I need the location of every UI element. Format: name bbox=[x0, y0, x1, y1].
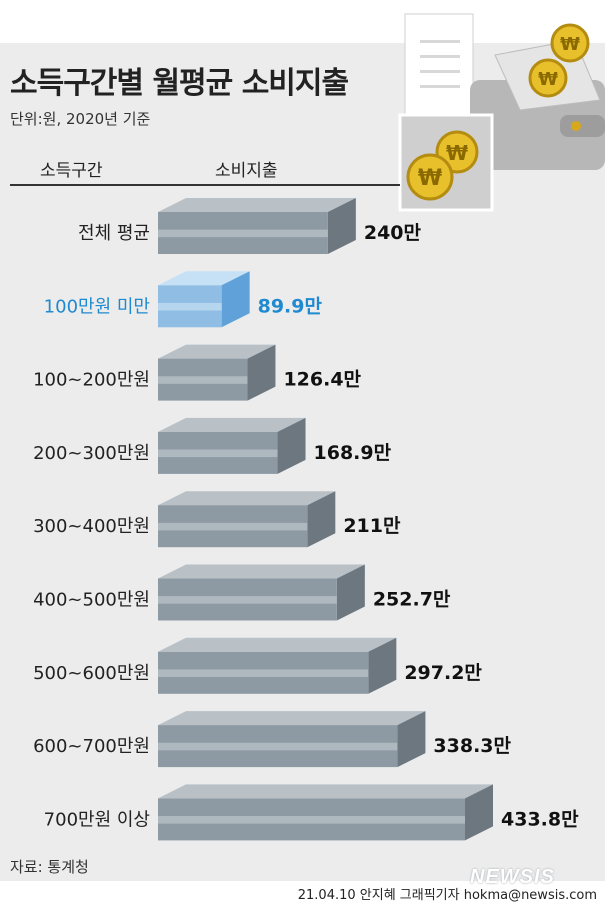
bar-top-face bbox=[158, 271, 250, 286]
bar-side-face bbox=[247, 344, 276, 401]
newsis-watermark: NEWSIS bbox=[470, 866, 555, 888]
category-label: 100만원 미만 bbox=[44, 296, 150, 317]
bar-stripe bbox=[158, 742, 398, 751]
category-label: 100~200만원 bbox=[33, 370, 150, 391]
bar-stripe bbox=[158, 229, 328, 238]
bar-stripe bbox=[158, 816, 465, 824]
column-header-spending: 소비지출 bbox=[215, 161, 278, 181]
category-label: 500~600만원 bbox=[33, 663, 150, 684]
value-label: 211만 bbox=[343, 515, 401, 537]
bar-top-face bbox=[158, 637, 397, 652]
won-coin-icon bbox=[406, 153, 454, 201]
bar-side-face bbox=[277, 417, 306, 474]
header-divider bbox=[10, 184, 400, 186]
bar-side-face bbox=[368, 637, 397, 694]
category-label: 600~700만원 bbox=[33, 736, 150, 757]
bar-side-face bbox=[327, 198, 356, 254]
source-note: 자료: 통계청 bbox=[10, 858, 89, 876]
bar-side-face bbox=[397, 711, 426, 768]
category-label: 700만원 이상 bbox=[44, 809, 150, 830]
svg-text:₩: ₩ bbox=[538, 69, 558, 90]
value-label: 433.8만 bbox=[501, 808, 579, 830]
svg-text:₩: ₩ bbox=[418, 166, 442, 191]
bar-side-face bbox=[307, 491, 336, 548]
bar-top-face bbox=[158, 417, 306, 432]
chart-title: 소득구간별 월평균 소비지출 bbox=[10, 66, 349, 101]
value-label: 126.4만 bbox=[283, 369, 361, 391]
won-coin-icon bbox=[528, 58, 568, 98]
bar-side-face bbox=[465, 784, 493, 841]
category-label: 300~400만원 bbox=[33, 516, 150, 537]
bar-top-face bbox=[158, 564, 365, 579]
won-coin-icon bbox=[550, 23, 590, 63]
credit-line: 21.04.10 안지혜 그래픽기자 hokma@newsis.com bbox=[297, 888, 597, 903]
svg-text:₩: ₩ bbox=[560, 34, 580, 55]
value-label: 338.3만 bbox=[433, 735, 511, 757]
bar-top-face bbox=[158, 711, 426, 726]
bar-stripe bbox=[158, 669, 369, 677]
column-header-income-range: 소득구간 bbox=[40, 161, 103, 181]
bar-top-face bbox=[158, 344, 276, 359]
bar-top-face bbox=[158, 491, 336, 506]
bar-stripe bbox=[158, 522, 308, 531]
wallet-coins-illustration: ₩ ₩ ₩ ₩ bbox=[398, 13, 605, 212]
bar-stripe bbox=[158, 596, 337, 604]
value-label: 297.2만 bbox=[404, 662, 482, 684]
category-label: 200~300만원 bbox=[33, 443, 150, 464]
unit-note: 단위:원, 2020년 기준 bbox=[10, 110, 151, 128]
bar-stripe bbox=[158, 449, 278, 458]
value-label: 240만 bbox=[364, 222, 422, 244]
bar-top-face bbox=[158, 198, 356, 212]
bar-side-face bbox=[221, 271, 250, 328]
category-label: 400~500만원 bbox=[33, 590, 150, 611]
bar-stripe bbox=[158, 302, 222, 311]
category-label: 전체 평균 bbox=[78, 223, 150, 244]
svg-text:₩: ₩ bbox=[446, 141, 468, 165]
bar-top-face bbox=[158, 784, 493, 799]
bar-side-face bbox=[336, 564, 365, 621]
bar-stripe bbox=[158, 376, 248, 384]
value-label: 89.9만 bbox=[258, 295, 323, 317]
value-label: 252.7만 bbox=[373, 589, 451, 611]
value-label: 168.9만 bbox=[314, 442, 392, 464]
